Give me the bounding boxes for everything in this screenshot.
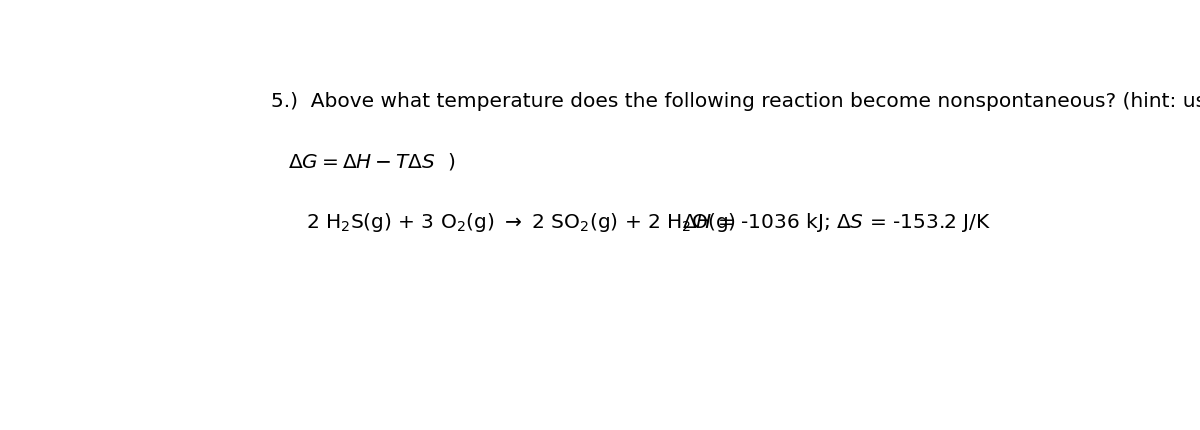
Text: $\mathit{\Delta G = \Delta H - T\Delta S}$  ): $\mathit{\Delta G = \Delta H - T\Delta S… [288, 151, 455, 172]
Text: 5.)  Above what temperature does the following reaction become nonspontaneous? (: 5.) Above what temperature does the foll… [271, 91, 1200, 110]
Text: $\Delta H$ = -1036 kJ; $\Delta S$ = -153.2 J/K: $\Delta H$ = -1036 kJ; $\Delta S$ = -153… [682, 211, 991, 233]
Text: 2 H$_2$S(g) + 3 O$_2$(g) $\rightarrow$ 2 SO$_2$(g) + 2 H$_2$O(g): 2 H$_2$S(g) + 3 O$_2$(g) $\rightarrow$ 2… [306, 211, 737, 233]
